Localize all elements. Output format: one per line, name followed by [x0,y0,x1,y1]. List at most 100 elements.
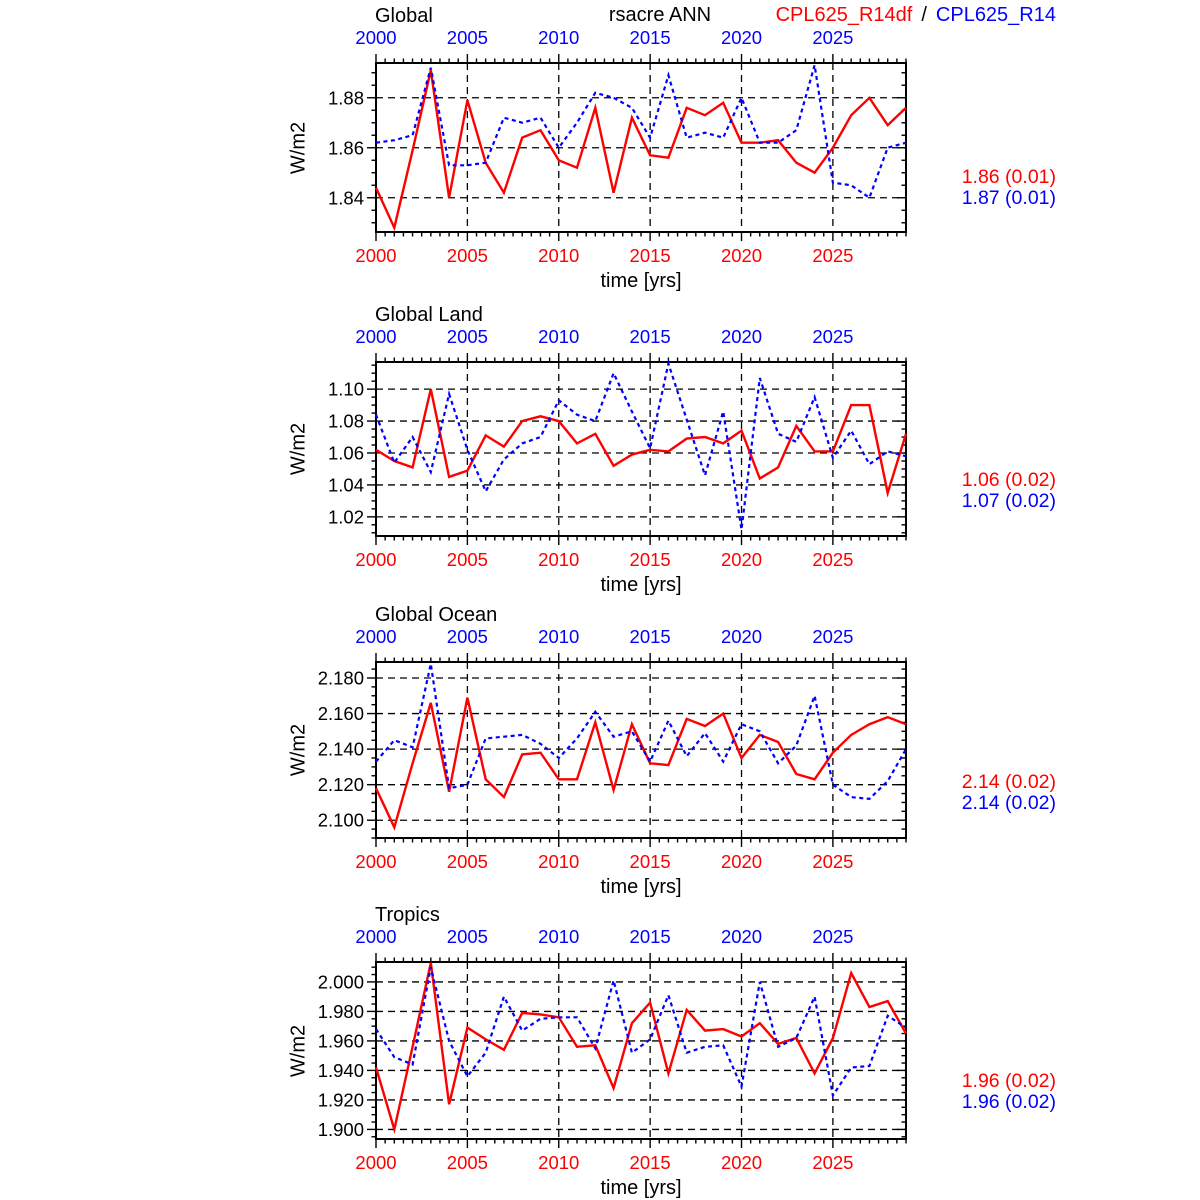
bottom-axis-year-label: 2010 [538,1152,579,1173]
y-tick-label: 2.160 [318,703,364,724]
bottom-axis-year-label: 2015 [630,549,671,570]
top-axis-year-label: 2025 [812,326,853,347]
bottom-axis-year-label: 2025 [812,851,853,872]
panel-title-global-ocean: Global Ocean [375,604,498,626]
bottom-axis-year-label: 2025 [812,549,853,570]
bottom-axis-year-label: 2015 [630,1152,671,1173]
top-axis-year-label: 2015 [630,326,671,347]
axis-ticks [367,653,907,847]
y-tick-label: 1.04 [328,474,364,495]
bottom-axis-year-label: 2020 [721,1152,762,1173]
top-axis-year-label: 2000 [355,326,396,347]
stats-global-land-series2: 1.07 (0.02) [961,489,1056,512]
bottom-axis-year-label: 2020 [721,245,762,266]
bottom-axis-year-label: 2010 [538,549,579,570]
y-tick-label: 1.06 [328,442,364,463]
y-tick-label: 1.84 [328,187,364,208]
top-axis-year-label: 2025 [812,27,853,48]
stats-tropics: 1.96 (0.02) 1.96 (0.02) [850,1071,1056,1112]
top-axis-year-label: 2015 [630,27,671,48]
top-axis-year-label: 2010 [538,926,579,947]
bottom-axis-year-label: 2000 [355,245,396,266]
stats-global-series1: 1.86 (0.01) [961,166,1056,188]
stats-global-ocean: 2.14 (0.02) 2.14 (0.02) [850,772,1056,813]
plot-frame [375,361,907,537]
yaxis-label-global-ocean: W/m2 [287,723,310,777]
series-CPL625_R14-line [375,966,907,1099]
top-axis-year-label: 2000 [355,926,396,947]
top-axis-year-label: 2020 [721,27,762,48]
bottom-axis-year-label: 2000 [355,851,396,872]
y-tick-label: 1.08 [328,411,364,432]
axis-ticks [367,953,907,1148]
top-axis-year-label: 2025 [812,926,853,947]
legend-series1-label: CPL625_R14df [775,4,913,26]
series-CPL625_R14-line [375,64,907,200]
top-axis-year-label: 2020 [721,326,762,347]
tick-labels: 2000 2000 2005 2005 2010 2010 2015 2015 2020 2020… [318,626,854,872]
bottom-axis-year-label: 2005 [447,549,488,570]
y-tick-label: 1.02 [328,506,364,527]
tick-labels: 2000 2000 2005 2005 2010 2010 2015 2015 2020 2020… [318,926,854,1173]
series-CPL625_R14-line [374,359,907,530]
xaxis-label-global-land: time [yrs] [600,574,682,596]
bottom-axis-year-label: 2000 [355,549,396,570]
legend: CPL625_R14df / CPL625_R14 [776,4,1056,27]
top-axis-year-label: 2005 [447,27,488,48]
yaxis-label-global: W/m2 [287,121,310,175]
y-tick-label: 2.180 [318,668,364,689]
series-CPL625_R14-line [375,663,907,801]
panel-title-global-land: Global Land [375,304,483,326]
top-axis-year-label: 2000 [355,27,396,48]
legend-separator: / [921,4,927,26]
bottom-axis-year-label: 2010 [538,245,579,266]
bottom-axis-year-label: 2015 [630,851,671,872]
bottom-axis-year-label: 2005 [447,1152,488,1173]
y-tick-label: 1.940 [318,1060,364,1081]
stats-global-series2: 1.87 (0.01) [961,186,1056,209]
bottom-axis-year-label: 2005 [447,851,488,872]
top-axis-year-label: 2015 [630,926,671,947]
panel-global-ocean-plot: 2000 2000 2005 2005 2010 2010 2015 2015 2020 2020… [318,626,907,872]
xaxis-label-global: time [yrs] [600,270,682,292]
yaxis-label-global-land: W/m2 [287,422,310,476]
y-tick-label: 1.88 [328,87,364,108]
bottom-axis-year-label: 2025 [812,245,853,266]
bottom-axis-year-label: 2020 [721,851,762,872]
y-tick-label: 1.900 [318,1119,364,1140]
top-axis-year-label: 2010 [538,27,579,48]
panel-global-land-plot: 2000 2000 2005 2005 2010 2010 2015 2015 2020 2020… [328,326,908,570]
top-axis-year-label: 2020 [721,926,762,947]
gridlines [376,63,906,232]
top-axis-year-label: 2005 [447,326,488,347]
top-axis-year-label: 2020 [721,626,762,647]
bottom-axis-year-label: 2015 [630,245,671,266]
top-axis-year-label: 2010 [538,626,579,647]
bottom-axis-year-label: 2000 [355,1152,396,1173]
tick-labels: 2000 2000 2005 2005 2010 2010 2015 2015 2020 2020… [328,326,853,570]
tick-labels: 2000 2000 2005 2005 2010 2010 2015 2015 2020 2020… [328,27,853,266]
xaxis-label-tropics: time [yrs] [600,1177,682,1199]
legend-series2-label: CPL625_R14 [935,4,1056,26]
bottom-axis-year-label: 2010 [538,851,579,872]
top-axis-year-label: 2005 [447,926,488,947]
top-axis-year-label: 2015 [630,626,671,647]
panel-global-plot: 2000 2000 2005 2005 2010 2010 2015 2015 2020 2020… [328,27,907,266]
top-axis-year-label: 2025 [812,626,853,647]
gridlines [376,362,906,536]
y-tick-label: 2.100 [318,810,364,831]
stats-tropics-series1: 1.96 (0.02) [961,1070,1056,1092]
bottom-axis-year-label: 2020 [721,549,762,570]
yaxis-label-tropics: W/m2 [287,1024,310,1078]
y-tick-label: 2.000 [318,971,364,992]
y-tick-label: 1.86 [328,137,364,158]
stats-tropics-series2: 1.96 (0.02) [961,1090,1056,1113]
xaxis-label-global-ocean: time [yrs] [600,876,682,898]
stats-global: 1.86 (0.01) 1.87 (0.01) [850,167,1056,208]
y-tick-label: 1.10 [328,379,364,400]
panel-tropics-plot: 2000 2000 2005 2005 2010 2010 2015 2015 2020 2020… [318,926,908,1173]
bottom-axis-year-label: 2005 [447,245,488,266]
top-axis-year-label: 2000 [355,626,396,647]
